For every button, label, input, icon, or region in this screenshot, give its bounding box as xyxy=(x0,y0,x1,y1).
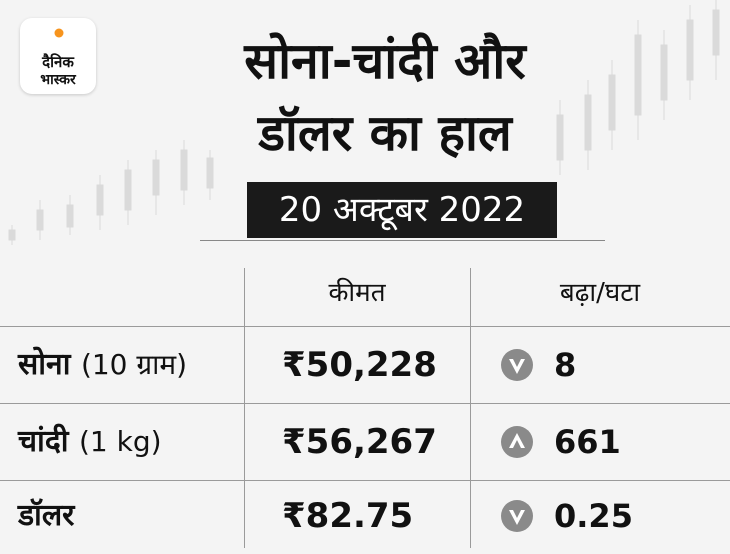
date-badge: 20 अक्टूबर 2022 xyxy=(247,182,557,238)
page-title-line2: डॉलर का हाल xyxy=(258,104,512,162)
row-divider xyxy=(0,326,730,327)
change-value: 0.25 xyxy=(554,497,633,535)
commodity-unit: (10 ग्राम) xyxy=(80,348,188,381)
row-divider xyxy=(0,403,730,404)
column-divider xyxy=(470,268,471,548)
logo-text-line2: भास्कर xyxy=(40,72,76,88)
change-value: 8 xyxy=(554,346,577,384)
down-arrow-icon xyxy=(501,349,533,381)
table-row: डॉलर ₹82.75 0.25 xyxy=(0,478,730,554)
sun-logo-icon xyxy=(54,28,64,38)
header-change: बढ़ा/घटा xyxy=(559,278,641,308)
price-value: ₹56,267 xyxy=(282,422,437,462)
table-row: चांदी (1 kg) ₹56,267 661 xyxy=(0,404,730,480)
change-value: 661 xyxy=(554,423,621,461)
header-price: कीमत xyxy=(328,278,386,308)
row-divider xyxy=(0,480,730,481)
down-arrow-icon xyxy=(501,500,533,532)
table-row: सोना (10 ग्राम) ₹50,228 8 xyxy=(0,327,730,403)
commodity-name: सोना xyxy=(18,347,71,382)
commodity-name: चांदी xyxy=(18,424,69,459)
row-label: सोना (10 ग्राम) xyxy=(18,327,187,403)
change-cell: 0.25 xyxy=(500,478,633,554)
commodity-name: डॉलर xyxy=(18,498,75,533)
logo-text-line1: दैनिक xyxy=(42,53,74,71)
page-title-line1: सोना-चांदी और xyxy=(244,32,526,90)
up-arrow-icon xyxy=(501,426,533,458)
change-cell: 8 xyxy=(500,327,576,403)
column-divider xyxy=(244,268,245,548)
commodity-unit: (1 kg) xyxy=(78,425,162,458)
background-candlestick-chart xyxy=(8,0,720,245)
price-table: कीमत बढ़ा/घटा सोना (10 ग्राम) ₹50,228 8 … xyxy=(0,268,730,548)
row-label: डॉलर xyxy=(18,478,74,554)
price-value: ₹50,228 xyxy=(282,345,437,385)
date-section: 20 अक्टूबर 2022 xyxy=(200,182,605,241)
dainik-bhaskar-logo: दैनिक भास्कर xyxy=(20,18,96,94)
row-label: चांदी (1 kg) xyxy=(18,404,162,480)
price-value: ₹82.75 xyxy=(282,496,414,536)
change-cell: 661 xyxy=(500,404,621,480)
